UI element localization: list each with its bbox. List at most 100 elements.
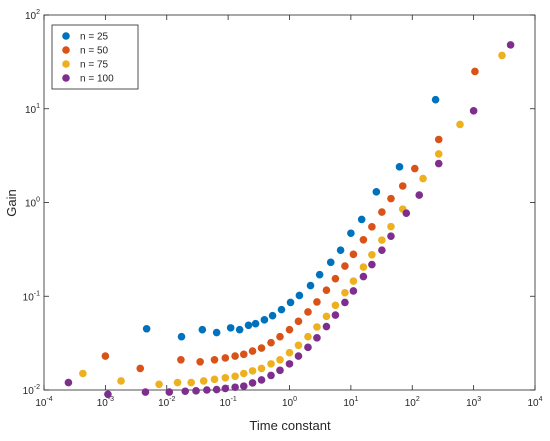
- y-tick-label-exponent: -2: [34, 384, 40, 391]
- x-tick-label: 10-1: [219, 396, 236, 409]
- point: [221, 354, 230, 362]
- point: [313, 298, 321, 306]
- point: [387, 232, 395, 241]
- x-tick-label-base: 10: [466, 398, 478, 409]
- point: [434, 159, 443, 168]
- point: [469, 107, 478, 115]
- point: [165, 388, 174, 396]
- point: [239, 369, 248, 378]
- x-tick-label: 100: [282, 396, 297, 409]
- x-tick-label-exponent: 3: [477, 396, 481, 403]
- y-tick-label-base: 10: [25, 199, 37, 210]
- x-tick-label-exponent: -1: [231, 396, 237, 403]
- point: [239, 350, 248, 359]
- point: [313, 323, 321, 331]
- point: [322, 286, 331, 295]
- legend-label: n = 75: [80, 60, 109, 71]
- point: [226, 324, 235, 332]
- point: [359, 272, 368, 281]
- point: [419, 174, 427, 183]
- x-tick-label: 104: [527, 396, 542, 409]
- y-tick-label: 101: [25, 103, 40, 116]
- point: [210, 375, 219, 384]
- point: [306, 281, 315, 290]
- point: [260, 316, 269, 324]
- point: [235, 325, 244, 334]
- point: [285, 348, 294, 357]
- point: [221, 373, 230, 382]
- point: [177, 332, 186, 341]
- point: [212, 385, 221, 394]
- y-tick-label-base: 10: [23, 386, 35, 397]
- point: [347, 229, 355, 238]
- point: [155, 380, 163, 389]
- y-tick-label-base: 10: [25, 11, 37, 22]
- point: [210, 355, 219, 364]
- point: [248, 347, 257, 355]
- y-tick-label: 100: [25, 197, 40, 210]
- point: [231, 352, 239, 360]
- point: [368, 260, 376, 269]
- point: [471, 67, 479, 76]
- point: [142, 324, 151, 333]
- point: [341, 262, 349, 270]
- point: [239, 382, 248, 390]
- point: [64, 378, 73, 387]
- y-axis-label: Gain: [4, 189, 19, 216]
- point: [257, 344, 266, 352]
- point: [231, 383, 239, 392]
- point: [79, 369, 87, 378]
- y-tick-label-exponent: 1: [36, 103, 40, 110]
- point: [415, 191, 424, 199]
- point: [268, 311, 277, 320]
- point: [378, 208, 386, 216]
- point: [285, 360, 294, 368]
- x-tick-label-base: 10: [97, 398, 109, 409]
- x-tick-label-exponent: -4: [46, 396, 52, 403]
- point: [331, 301, 340, 310]
- point: [387, 194, 395, 203]
- point: [248, 367, 257, 375]
- point: [410, 164, 419, 173]
- point: [276, 332, 284, 341]
- point: [199, 377, 208, 385]
- legend-label: n = 50: [80, 46, 109, 57]
- x-tick-label: 102: [405, 396, 420, 409]
- y-tick-label-base: 10: [25, 105, 37, 116]
- point: [294, 317, 303, 326]
- point: [203, 386, 211, 394]
- point: [276, 355, 284, 364]
- y-tick-label-base: 10: [23, 292, 35, 303]
- point: [267, 360, 275, 368]
- x-tick-label: 10-3: [97, 396, 114, 409]
- x-tick-label-base: 10: [158, 398, 170, 409]
- point: [244, 321, 253, 330]
- point: [294, 341, 303, 350]
- point: [313, 334, 321, 342]
- x-tick-label: 10-4: [35, 396, 52, 409]
- x-tick-label-base: 10: [282, 398, 294, 409]
- y-tick-label-exponent: 2: [36, 9, 40, 16]
- point: [196, 357, 204, 366]
- point: [378, 246, 386, 254]
- point: [357, 215, 366, 224]
- x-tick-label: 10-2: [158, 396, 175, 409]
- y-tick-label: 102: [25, 9, 40, 22]
- x-tick-label: 101: [343, 396, 358, 409]
- point: [231, 372, 239, 381]
- x-tick-label-exponent: 1: [354, 396, 358, 403]
- y-tick-label-exponent: -1: [34, 290, 40, 297]
- point: [198, 325, 207, 334]
- point: [431, 95, 440, 104]
- legend-swatch: [62, 46, 70, 54]
- x-tick-label: 103: [466, 396, 481, 409]
- point: [315, 270, 324, 279]
- point: [295, 291, 304, 300]
- point: [322, 312, 331, 321]
- x-tick-label-exponent: 2: [416, 396, 420, 403]
- point: [378, 236, 386, 244]
- point: [286, 298, 295, 307]
- point: [304, 308, 312, 316]
- legend-label: n = 100: [80, 74, 114, 85]
